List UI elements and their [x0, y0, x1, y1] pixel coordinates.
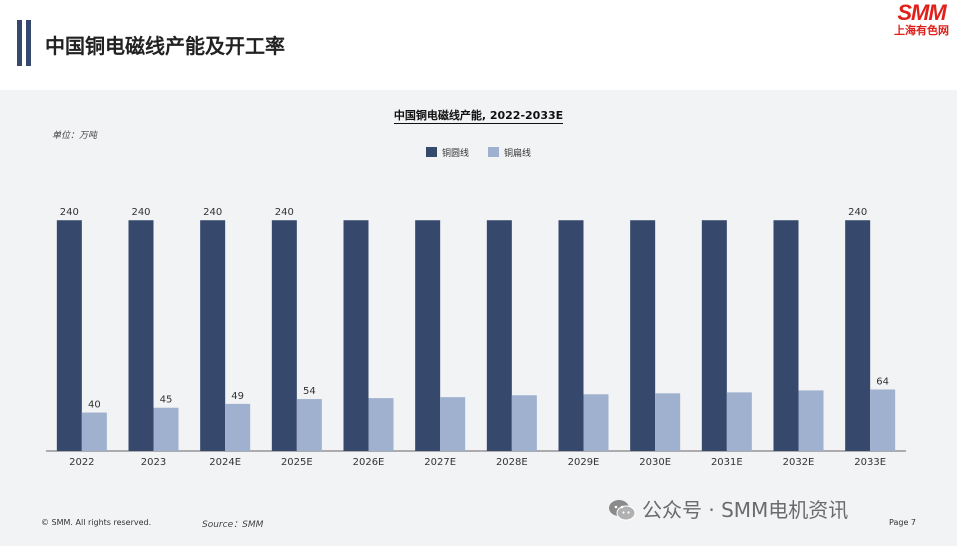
- chart-title: 中国铜电磁线产能, 2022-2033E: [0, 107, 957, 124]
- legend-item-flat-wire: 铜扁线: [487, 146, 531, 159]
- legend-swatch: [487, 147, 499, 157]
- legend-item-round-wire: 铜圆线: [426, 146, 469, 159]
- x-tick-label: 2023: [141, 457, 166, 468]
- bar-round-wire: [343, 220, 369, 451]
- bar-round-wire: [773, 220, 799, 451]
- x-tick-label: 2031E: [711, 457, 743, 468]
- page-number: Page 7: [889, 518, 916, 527]
- bar-round-wire: [415, 220, 441, 451]
- data-label: 40: [88, 400, 101, 411]
- title-accent-bar: [17, 20, 22, 66]
- bar-flat-wire: [225, 403, 251, 451]
- unit-label: 单位：万吨: [52, 131, 98, 141]
- bar-round-wire: [200, 220, 226, 451]
- bar-round-wire: [845, 220, 871, 451]
- bar-round-wire: [630, 220, 656, 451]
- wechat-icon: [609, 500, 636, 521]
- bar-flat-wire: [81, 412, 107, 451]
- bar-round-wire: [558, 220, 584, 451]
- bar-flat-wire: [655, 393, 681, 451]
- legend-label: 铜扁线: [503, 149, 531, 159]
- x-tick-label: 2032E: [783, 457, 815, 468]
- x-tick-label: 2024E: [209, 457, 241, 468]
- data-label: 240: [275, 207, 294, 218]
- bar-round-wire: [56, 220, 82, 451]
- x-tick-label: 2033E: [854, 457, 886, 468]
- bar-round-wire: [128, 220, 154, 451]
- x-tick-label: 2029E: [568, 457, 600, 468]
- smm-logo: SMM 上海有色网: [894, 2, 949, 38]
- data-label: 49: [231, 391, 244, 402]
- data-label: 240: [131, 207, 150, 218]
- bar-flat-wire: [798, 390, 824, 451]
- bar-round-wire: [486, 220, 512, 451]
- source-note: Source：SMM: [202, 520, 264, 530]
- data-label: 54: [303, 386, 316, 397]
- bar-flat-wire: [726, 392, 752, 451]
- x-tick-label: 2027E: [424, 457, 456, 468]
- title-accent-bar: [26, 20, 31, 66]
- data-label: 240: [203, 207, 222, 218]
- wechat-watermark: 公众号 · SMM电机资讯: [608, 494, 848, 523]
- bar-flat-wire: [870, 389, 896, 451]
- x-tick-label: 2026E: [353, 457, 385, 468]
- copyright: © SMM. All rights reserved.: [41, 518, 152, 527]
- bar-flat-wire: [440, 397, 466, 451]
- x-tick-label: 2025E: [281, 457, 313, 468]
- data-label: 64: [876, 376, 889, 387]
- bar-round-wire: [701, 220, 727, 451]
- chart-title-text: 中国铜电磁线产能, 2022-2033E: [393, 109, 564, 124]
- logo-subtext: 上海有色网: [894, 24, 949, 37]
- data-label: 45: [160, 395, 173, 406]
- data-label: 240: [60, 207, 79, 218]
- data-label: 240: [848, 207, 867, 218]
- bar-flat-wire: [511, 395, 537, 451]
- bar-flat-wire: [368, 398, 394, 451]
- legend-label: 铜圆线: [442, 149, 470, 159]
- x-tick-label: 2028E: [496, 457, 528, 468]
- bar-round-wire: [271, 220, 297, 451]
- page-title: 中国铜电磁线产能及开工率: [45, 34, 285, 58]
- bar-flat-wire: [583, 394, 609, 451]
- x-tick-label: 2030E: [639, 457, 671, 468]
- chart-legend: 铜圆线 铜扁线: [0, 146, 957, 159]
- x-tick-label: 2022: [69, 457, 94, 468]
- bar-flat-wire: [153, 407, 179, 451]
- watermark-text: 公众号 · SMM电机资讯: [642, 498, 849, 522]
- logo-text: SMM: [897, 0, 946, 25]
- header: 中国铜电磁线产能及开工率 SMM 上海有色网: [0, 0, 957, 90]
- legend-swatch: [426, 147, 438, 157]
- bar-flat-wire: [296, 399, 322, 451]
